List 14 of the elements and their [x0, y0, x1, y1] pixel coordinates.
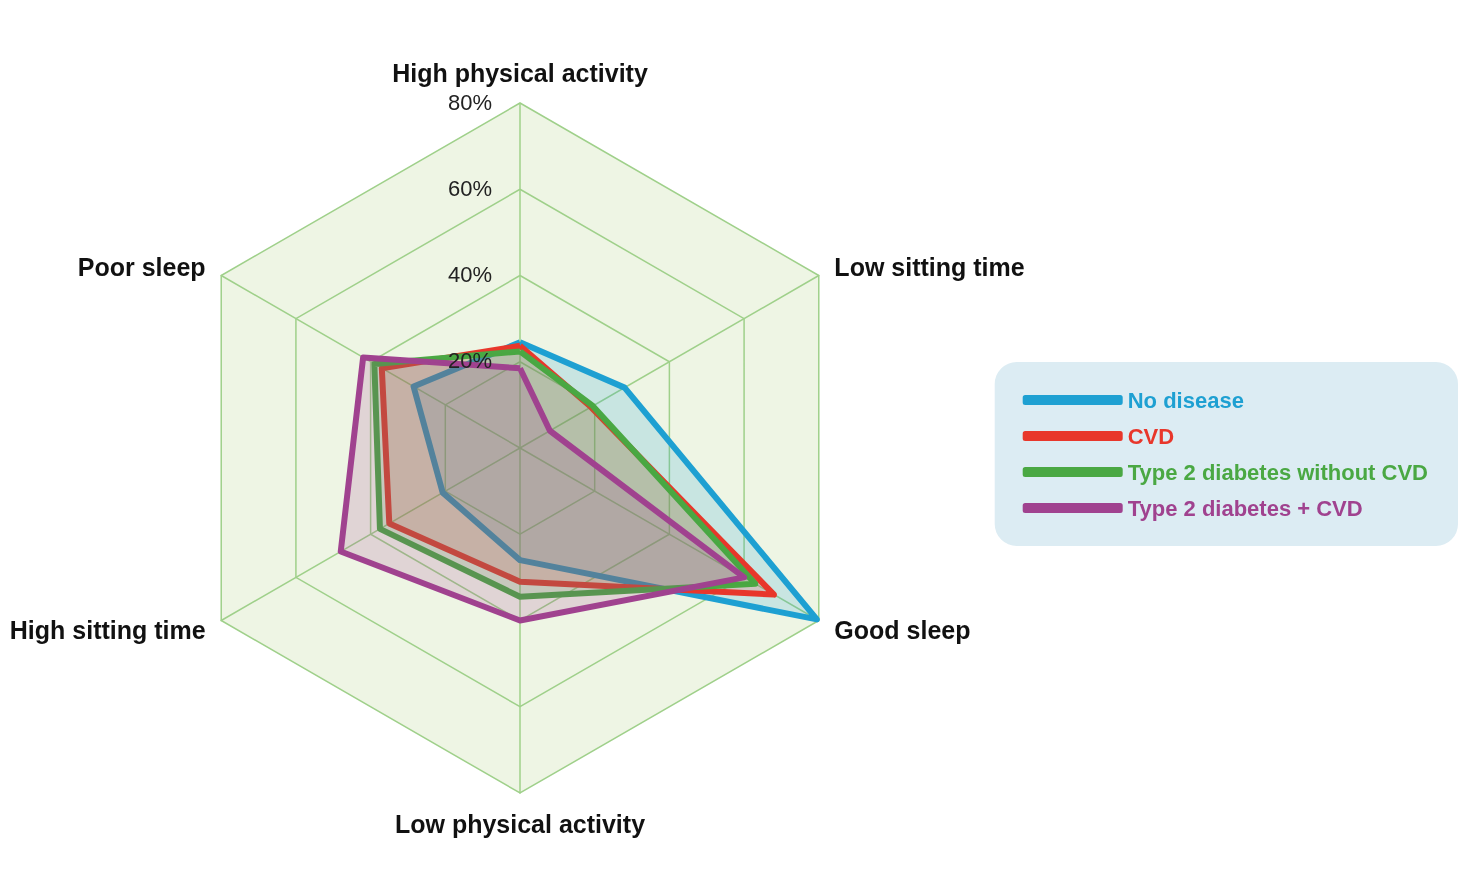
spoke-label: High sitting time — [9, 615, 206, 644]
y-tick-label: 20% — [448, 348, 493, 374]
y-tick-label: 60% — [448, 175, 493, 201]
spoke-label: Good sleep — [834, 615, 971, 644]
y-tick-label: 40% — [448, 262, 493, 287]
legend-label: Type 2 diabetes without CVD — [1127, 459, 1429, 485]
legend-label: CVD — [1127, 423, 1175, 449]
spoke-label: Low sitting time — [834, 252, 1025, 281]
spoke-label: Low physical activity — [394, 809, 646, 838]
y-tick-label: 80% — [448, 89, 493, 115]
spoke-label: Poor sleep — [77, 252, 206, 281]
legend-label: No disease — [1127, 387, 1244, 413]
legend-label: Type 2 diabetes + CVD — [1127, 495, 1363, 521]
spoke-label: High physical activity — [392, 58, 648, 87]
